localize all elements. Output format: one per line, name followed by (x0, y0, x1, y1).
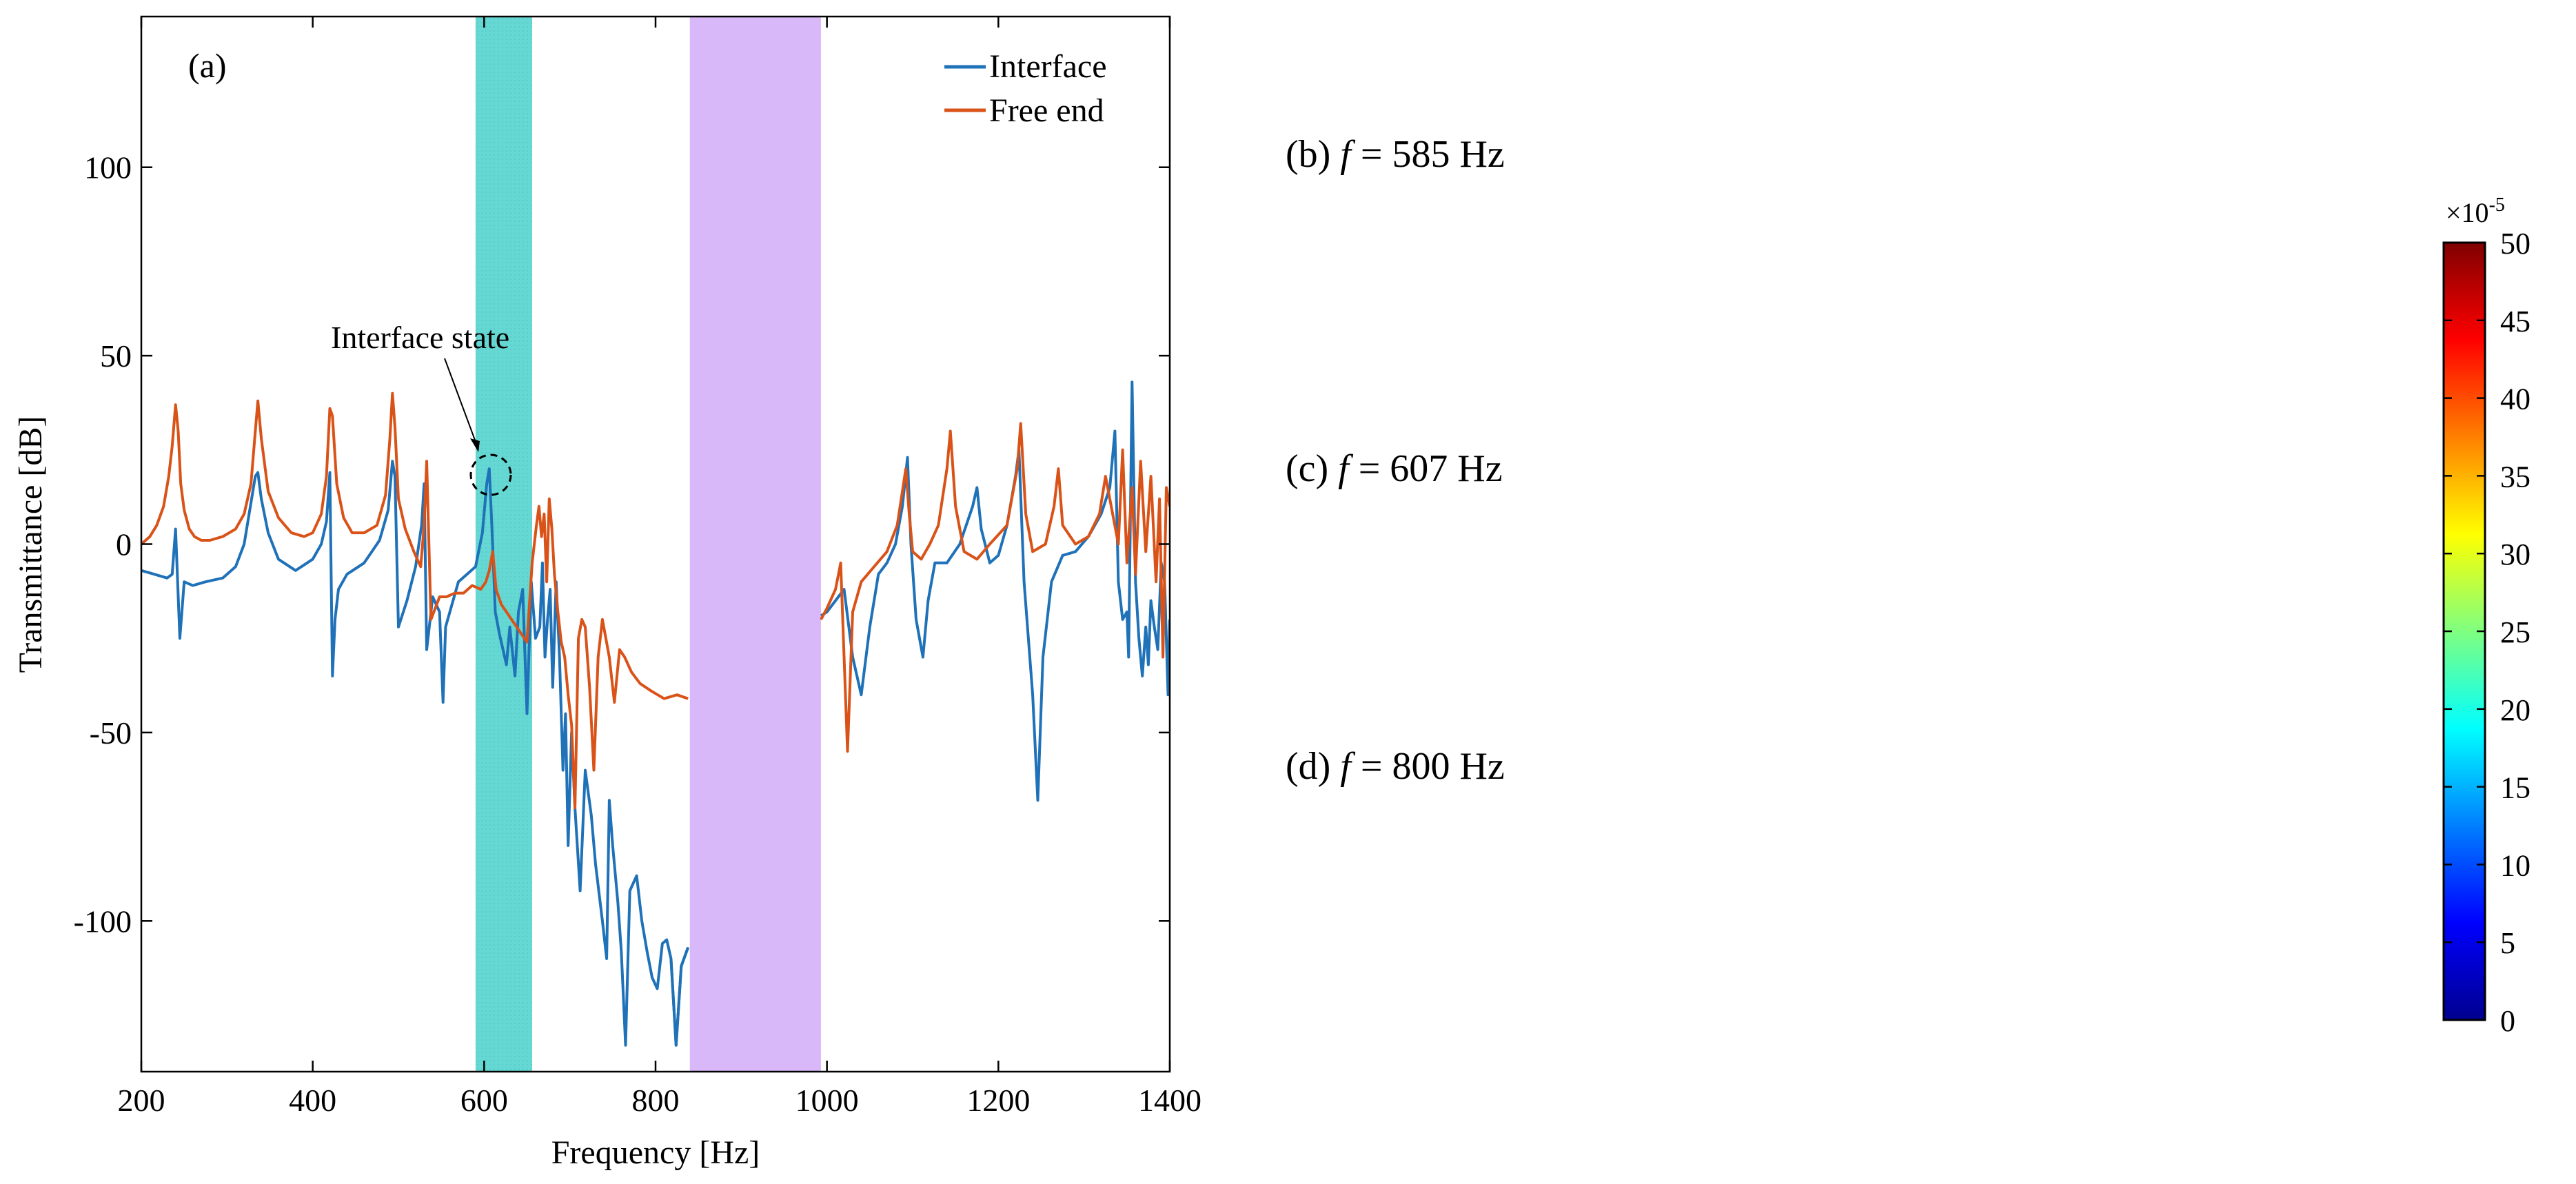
band-gap (689, 17, 821, 1072)
x-tick-label: 1200 (966, 1083, 1030, 1118)
series-line-free-end (141, 391, 689, 810)
transmittance-chart: 200 400 600 800 1000 1200 1400 -100 -50 0 50 100 F… (12, 15, 1201, 1171)
colorbar-tick-label: 10 (2500, 848, 2531, 882)
colorbar-ticks: 0 5 10 15 20 25 30 35 40 45 50 (2444, 227, 2531, 1038)
x-tick-label: 400 (289, 1083, 336, 1118)
annotation-text: Interface state (331, 320, 509, 355)
colorbar-tick-label: 30 (2500, 538, 2531, 571)
legend-label-free-end: Free end (989, 92, 1104, 129)
plot-frame (140, 15, 1171, 1073)
interface-band (475, 17, 532, 1072)
y-tick-label: -50 (90, 715, 132, 751)
colorbar-tick-label: 5 (2500, 926, 2515, 960)
frequency-bands (475, 17, 821, 1072)
mode-shape-panels: (b) f = 585 Hz (c) f = 607 Hz (d) f = 80… (1286, 133, 1505, 788)
x-tick-label: 1400 (1138, 1083, 1201, 1118)
colorbar-tick-label: 0 (2500, 1004, 2515, 1038)
colorbar-tick-label: 25 (2500, 615, 2531, 649)
annotation-arrow (444, 358, 479, 450)
panel-title-b: (b) f = 585 Hz (1286, 133, 1505, 176)
x-axis-label: Frequency [Hz] (551, 1134, 760, 1171)
panel-label-a: (a) (188, 46, 227, 85)
y-axis-ticks: -100 -50 0 50 100 (74, 150, 1170, 939)
panel-title-d: (d) f = 800 Hz (1286, 745, 1505, 788)
colorbar-tick-label: 40 (2500, 382, 2531, 416)
series-line-interface (141, 460, 690, 1047)
x-tick-label: 1000 (795, 1083, 859, 1118)
interface-state-circle (469, 453, 512, 496)
colorbar-tick-label: 50 (2500, 227, 2531, 261)
colorbar: ×10-5 0 5 10 15 20 25 30 35 40 45 50 (2442, 194, 2531, 1038)
x-axis-ticks: 200 400 600 800 1000 1200 1400 (118, 17, 1201, 1118)
x-tick-label: 800 (632, 1083, 680, 1118)
y-tick-label: 100 (84, 150, 132, 185)
legend-label-interface: Interface (989, 48, 1107, 85)
annotation-arrowhead (470, 438, 480, 452)
y-axis-label: Transmittance [dB] (12, 416, 49, 673)
y-tick-label: 0 (116, 527, 132, 562)
series-line-interface-tail (669, 946, 690, 1045)
colorbar-tick-label: 20 (2500, 693, 2531, 727)
y-tick-label: 50 (100, 338, 132, 374)
y-tick-label: -100 (74, 904, 132, 939)
series-line-free-end-high (820, 422, 1170, 753)
x-tick-label: 200 (118, 1083, 165, 1118)
interface-state-annotation: Interface state (331, 320, 512, 496)
colorbar-tick-label: 15 (2500, 771, 2531, 805)
colorbar-tick-label: 35 (2500, 460, 2531, 493)
colorbar-tick-label: 45 (2500, 305, 2531, 338)
colorbar-scale: ×10-5 (2446, 194, 2505, 228)
series-line-interface-high (820, 380, 1170, 802)
legend: Interface Free end (944, 48, 1107, 129)
panel-title-c: (c) f = 607 Hz (1286, 447, 1503, 490)
chart-series (141, 380, 1170, 1047)
x-tick-label: 600 (460, 1083, 508, 1118)
